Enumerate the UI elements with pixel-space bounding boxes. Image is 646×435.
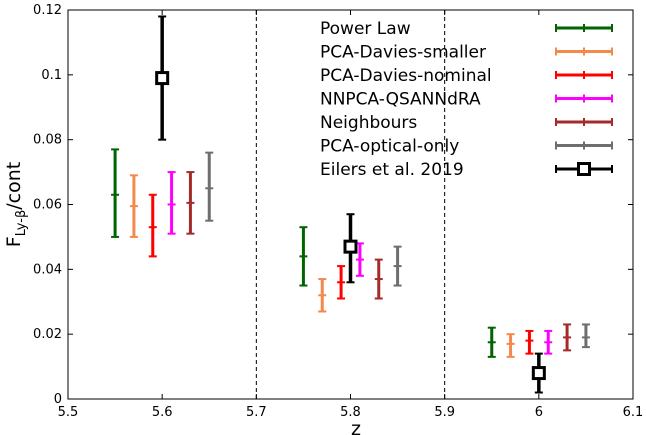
legend-item: PCA-Davies-smaller [320, 43, 613, 63]
x-tick-label: 5.7 [246, 405, 267, 420]
legend-item: Eilers et al. 2019 [320, 160, 613, 180]
y-axis-label-main: F [3, 236, 25, 247]
legend-label: Neighbours [320, 113, 417, 133]
legend-item: PCA-Davies-nominal [320, 66, 613, 86]
legend-label: Eilers et al. 2019 [320, 160, 464, 180]
y-axis-label-subscript: Ly-β [14, 210, 29, 237]
series-layer [111, 15, 590, 394]
data-point [155, 71, 170, 86]
y-tick-label: 0 [54, 392, 62, 407]
series-6 [155, 15, 546, 394]
y-tick-label: 0.02 [33, 327, 62, 342]
data-point [343, 239, 358, 254]
legend-label: PCA-Davies-smaller [320, 43, 486, 63]
legend: Power Law PCA-Davies-smaller PCA-Davies-no… [320, 19, 613, 180]
legend-item: Power Law [320, 19, 613, 39]
x-axis-label: z [351, 418, 361, 435]
y-axis-ticks: 0 0.02 0.04 0.06 0.08 0.1 0.12 [33, 3, 633, 407]
x-axis-ticks: 5.5 5.6 5.7 5.8 5.9 6 6.1 [58, 10, 644, 420]
series-2 [148, 193, 534, 355]
legend-item: PCA-optical-only [320, 137, 613, 157]
y-tick-label: 0.1 [41, 68, 62, 83]
y-tick-label: 0.04 [33, 262, 62, 277]
series-3 [167, 171, 553, 355]
y-tick-label: 0.08 [33, 133, 62, 148]
x-tick-label: 6.1 [623, 405, 644, 420]
x-tick-label: 5.9 [434, 405, 455, 420]
series-4 [186, 171, 572, 352]
y-tick-label: 0.06 [33, 198, 62, 213]
y-axis-label: FLy-β/cont [3, 162, 29, 247]
series-5 [205, 151, 590, 349]
legend-item: NNPCA-QSANNdRA [320, 90, 613, 110]
y-tick-label: 0.12 [33, 3, 62, 18]
legend-label: NNPCA-QSANNdRA [320, 90, 481, 110]
data-point [531, 366, 546, 381]
legend-label: Power Law [320, 19, 411, 39]
legend-label: PCA-Davies-nominal [320, 66, 492, 86]
x-tick-label: 6 [535, 405, 543, 420]
y-axis-label-rest: /cont [3, 162, 25, 210]
x-tick-label: 5.6 [152, 405, 173, 420]
series-1 [129, 174, 515, 358]
x-tick-label: 5.5 [58, 405, 79, 420]
legend-label: PCA-optical-only [320, 137, 459, 157]
legend-marker [577, 162, 591, 176]
legend-item: Neighbours [320, 113, 613, 133]
vertical-reference-lines [255, 10, 446, 399]
series-0 [111, 148, 496, 358]
x-tick-label: 5.8 [340, 405, 361, 420]
